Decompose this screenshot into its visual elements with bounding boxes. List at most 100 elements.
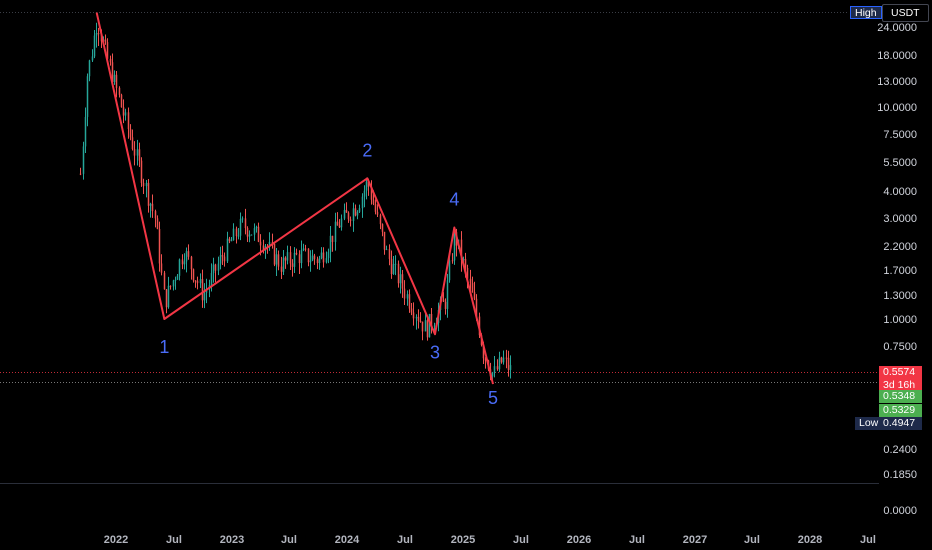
candle-body (354, 208, 357, 216)
candle-body (174, 279, 177, 281)
candle-body (419, 321, 422, 323)
candle-body (358, 208, 361, 212)
x-tick-label: 2025 (451, 534, 475, 546)
candle-body (201, 279, 204, 301)
candle-body (363, 190, 366, 197)
candle-body (88, 60, 91, 77)
candle-body (106, 42, 109, 59)
y-tick-label: 1.7000 (883, 265, 917, 277)
candle-body (460, 239, 463, 261)
candle-body (448, 260, 451, 281)
x-tick-label: 2026 (567, 534, 591, 546)
wave-label-5: 5 (488, 388, 498, 408)
candle-body (338, 225, 341, 228)
candle-body (410, 308, 413, 313)
candle-body (235, 228, 238, 237)
candle-body (120, 94, 123, 108)
candle-body (142, 182, 145, 187)
x-tick-label: Jul (744, 534, 760, 546)
candle-body (104, 39, 107, 43)
y-tick-label: 2.2000 (883, 241, 917, 253)
candle-body (331, 235, 334, 242)
y-tick-label: 0.7500 (883, 341, 917, 353)
x-tick-label: Jul (860, 534, 876, 546)
currency-button[interactable]: USDT (882, 4, 929, 22)
candle-body (151, 203, 154, 212)
candle-body (136, 149, 139, 156)
bid-price-tag: 0.5348 (879, 390, 922, 403)
candle-body (304, 248, 307, 250)
candle-body (408, 294, 411, 309)
grid-lines (0, 12, 879, 484)
candle-body (430, 314, 433, 327)
y-tick-label: 10.0000 (877, 102, 917, 114)
candle-body (156, 218, 159, 229)
candle-body (192, 269, 195, 281)
time-axis: 2022 Jul 2023 Jul 2024 Jul 2025 Jul 2026 Jul 2027 J… (104, 534, 876, 546)
candle-body (444, 301, 447, 309)
wave-label-1: 1 (159, 337, 169, 357)
candle-body (95, 32, 98, 36)
candle-body (325, 258, 328, 263)
candle-body (392, 264, 395, 274)
x-tick-label: Jul (281, 534, 297, 546)
candle-body (129, 128, 132, 138)
candle-body (376, 211, 379, 215)
candle-body (219, 255, 222, 264)
candle-body (295, 252, 298, 255)
candle-body (421, 321, 424, 332)
candle-body (257, 226, 260, 242)
candle-body (340, 218, 343, 228)
wave-lines (95, 12, 494, 385)
candle-body (469, 278, 472, 284)
y-tick-label: 24.0000 (877, 22, 917, 34)
candle-body (433, 325, 436, 327)
candle-body (365, 181, 368, 191)
price-axis: 24.0000 18.0000 13.0000 10.0000 7.5000 5.5000… (877, 22, 917, 517)
x-tick-label: 2028 (798, 534, 822, 546)
candle-body (293, 252, 296, 267)
candle-body (115, 74, 118, 88)
candle-body (403, 288, 406, 299)
candle-body (140, 160, 143, 183)
candle-body (345, 209, 348, 213)
candle-body (415, 316, 418, 319)
candle-body (259, 241, 262, 246)
candle-body (412, 312, 415, 319)
candle-body (230, 240, 233, 242)
candle-body (172, 280, 175, 287)
candle-body (185, 251, 188, 262)
candle-body (426, 320, 429, 338)
candle-body (268, 241, 271, 247)
candle-body (356, 211, 359, 216)
candle-body (145, 182, 148, 187)
candle-body (286, 252, 289, 261)
wave-labels: 1 2 3 4 5 (159, 140, 498, 408)
candle-body (97, 32, 100, 35)
candle-body (82, 146, 85, 174)
countdown-tag: 3d 16h (879, 379, 922, 392)
x-tick-label: 2027 (683, 534, 707, 546)
candle-body (424, 320, 427, 332)
candle-body (79, 173, 82, 175)
candle-body (313, 255, 316, 260)
candle-body (147, 182, 150, 206)
y-tick-label: 4.0000 (883, 186, 917, 198)
candle-body (149, 203, 152, 206)
candle-body (93, 35, 96, 57)
candle-body (178, 259, 181, 276)
candle-body (381, 224, 384, 232)
candle-body (239, 218, 242, 236)
candle-body (320, 252, 323, 259)
wave-label-2: 2 (362, 140, 372, 160)
candle-body (275, 254, 278, 265)
candle-body (124, 112, 127, 116)
candle-body (327, 251, 330, 259)
candle-body (228, 238, 231, 241)
candle-body (244, 218, 247, 228)
candle-body (127, 112, 130, 129)
candle-body (484, 358, 487, 361)
candle-body (158, 228, 161, 264)
